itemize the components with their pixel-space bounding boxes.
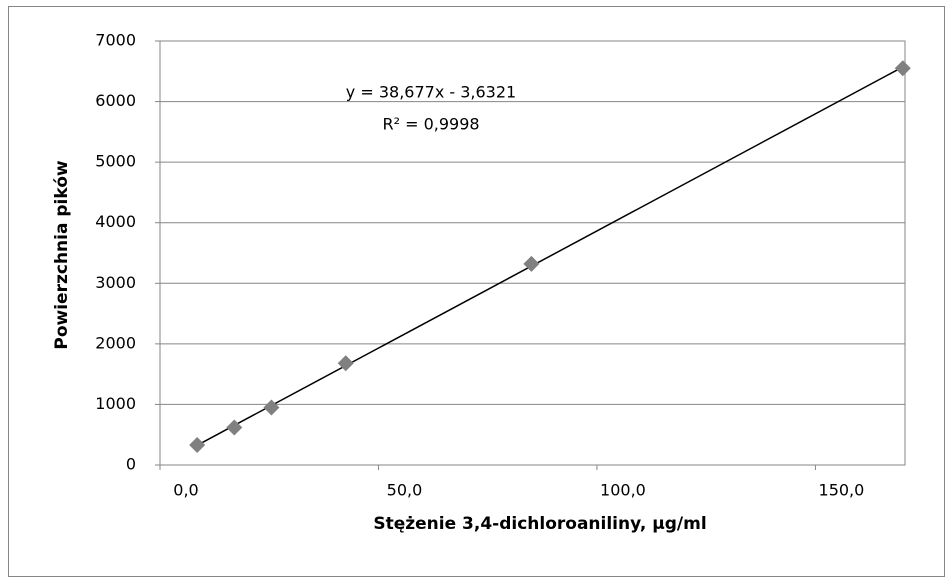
y-axis-title: Powierzchnia pików: [52, 160, 72, 350]
data-point: [263, 399, 280, 416]
x-tick-label: 50,0: [387, 481, 423, 500]
y-tick-label: 4000: [95, 212, 136, 231]
y-tick-label: 5000: [95, 152, 136, 171]
x-tick-label: 0,0: [173, 481, 198, 500]
trend-equation: y = 38,677x - 3,6321: [346, 83, 516, 102]
data-point: [894, 60, 911, 77]
data-point: [226, 419, 243, 436]
x-tick-label: 150,0: [819, 481, 865, 500]
data-point: [337, 355, 354, 372]
x-axis-title: Stężenie 3,4-dichloroaniliny, µg/ml: [373, 514, 706, 534]
plot-border: [159, 40, 906, 466]
y-tick-label: 1000: [95, 394, 136, 413]
trendline: [196, 66, 904, 446]
y-tick-label: 3000: [95, 273, 136, 292]
x-tick-label: 100,0: [600, 481, 646, 500]
y-tick-label: 0: [126, 455, 136, 474]
y-tick-label: 2000: [95, 333, 136, 352]
y-tick-label: 7000: [95, 31, 136, 50]
trend-r2: R² = 0,9998: [382, 115, 479, 134]
data-point: [189, 437, 206, 454]
y-tick-label: 6000: [95, 91, 136, 110]
data-point: [523, 255, 540, 272]
